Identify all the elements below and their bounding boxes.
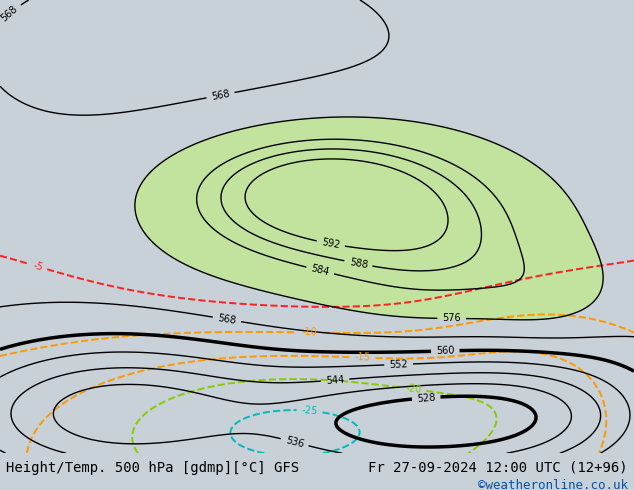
Text: 544: 544 [325,374,345,386]
Text: 552: 552 [389,359,408,370]
Text: 576: 576 [443,314,461,323]
Text: -25: -25 [301,405,318,416]
Text: 592: 592 [321,237,341,250]
Text: 584: 584 [310,264,330,278]
Text: 536: 536 [285,435,305,449]
Text: 588: 588 [348,257,368,270]
Text: -20: -20 [405,383,422,395]
Text: 560: 560 [436,346,455,356]
Text: -15: -15 [354,352,371,363]
Text: -10: -10 [302,327,318,338]
Text: 568: 568 [217,313,237,326]
Text: -5: -5 [32,260,44,272]
Text: ©weatheronline.co.uk: ©weatheronline.co.uk [477,479,628,490]
Text: Height/Temp. 500 hPa [gdmp][°C] GFS: Height/Temp. 500 hPa [gdmp][°C] GFS [6,461,299,475]
Text: 568: 568 [210,89,231,102]
Text: Fr 27-09-2024 12:00 UTC (12+96): Fr 27-09-2024 12:00 UTC (12+96) [368,461,628,475]
Text: 528: 528 [417,392,436,403]
Text: 568: 568 [0,4,20,24]
